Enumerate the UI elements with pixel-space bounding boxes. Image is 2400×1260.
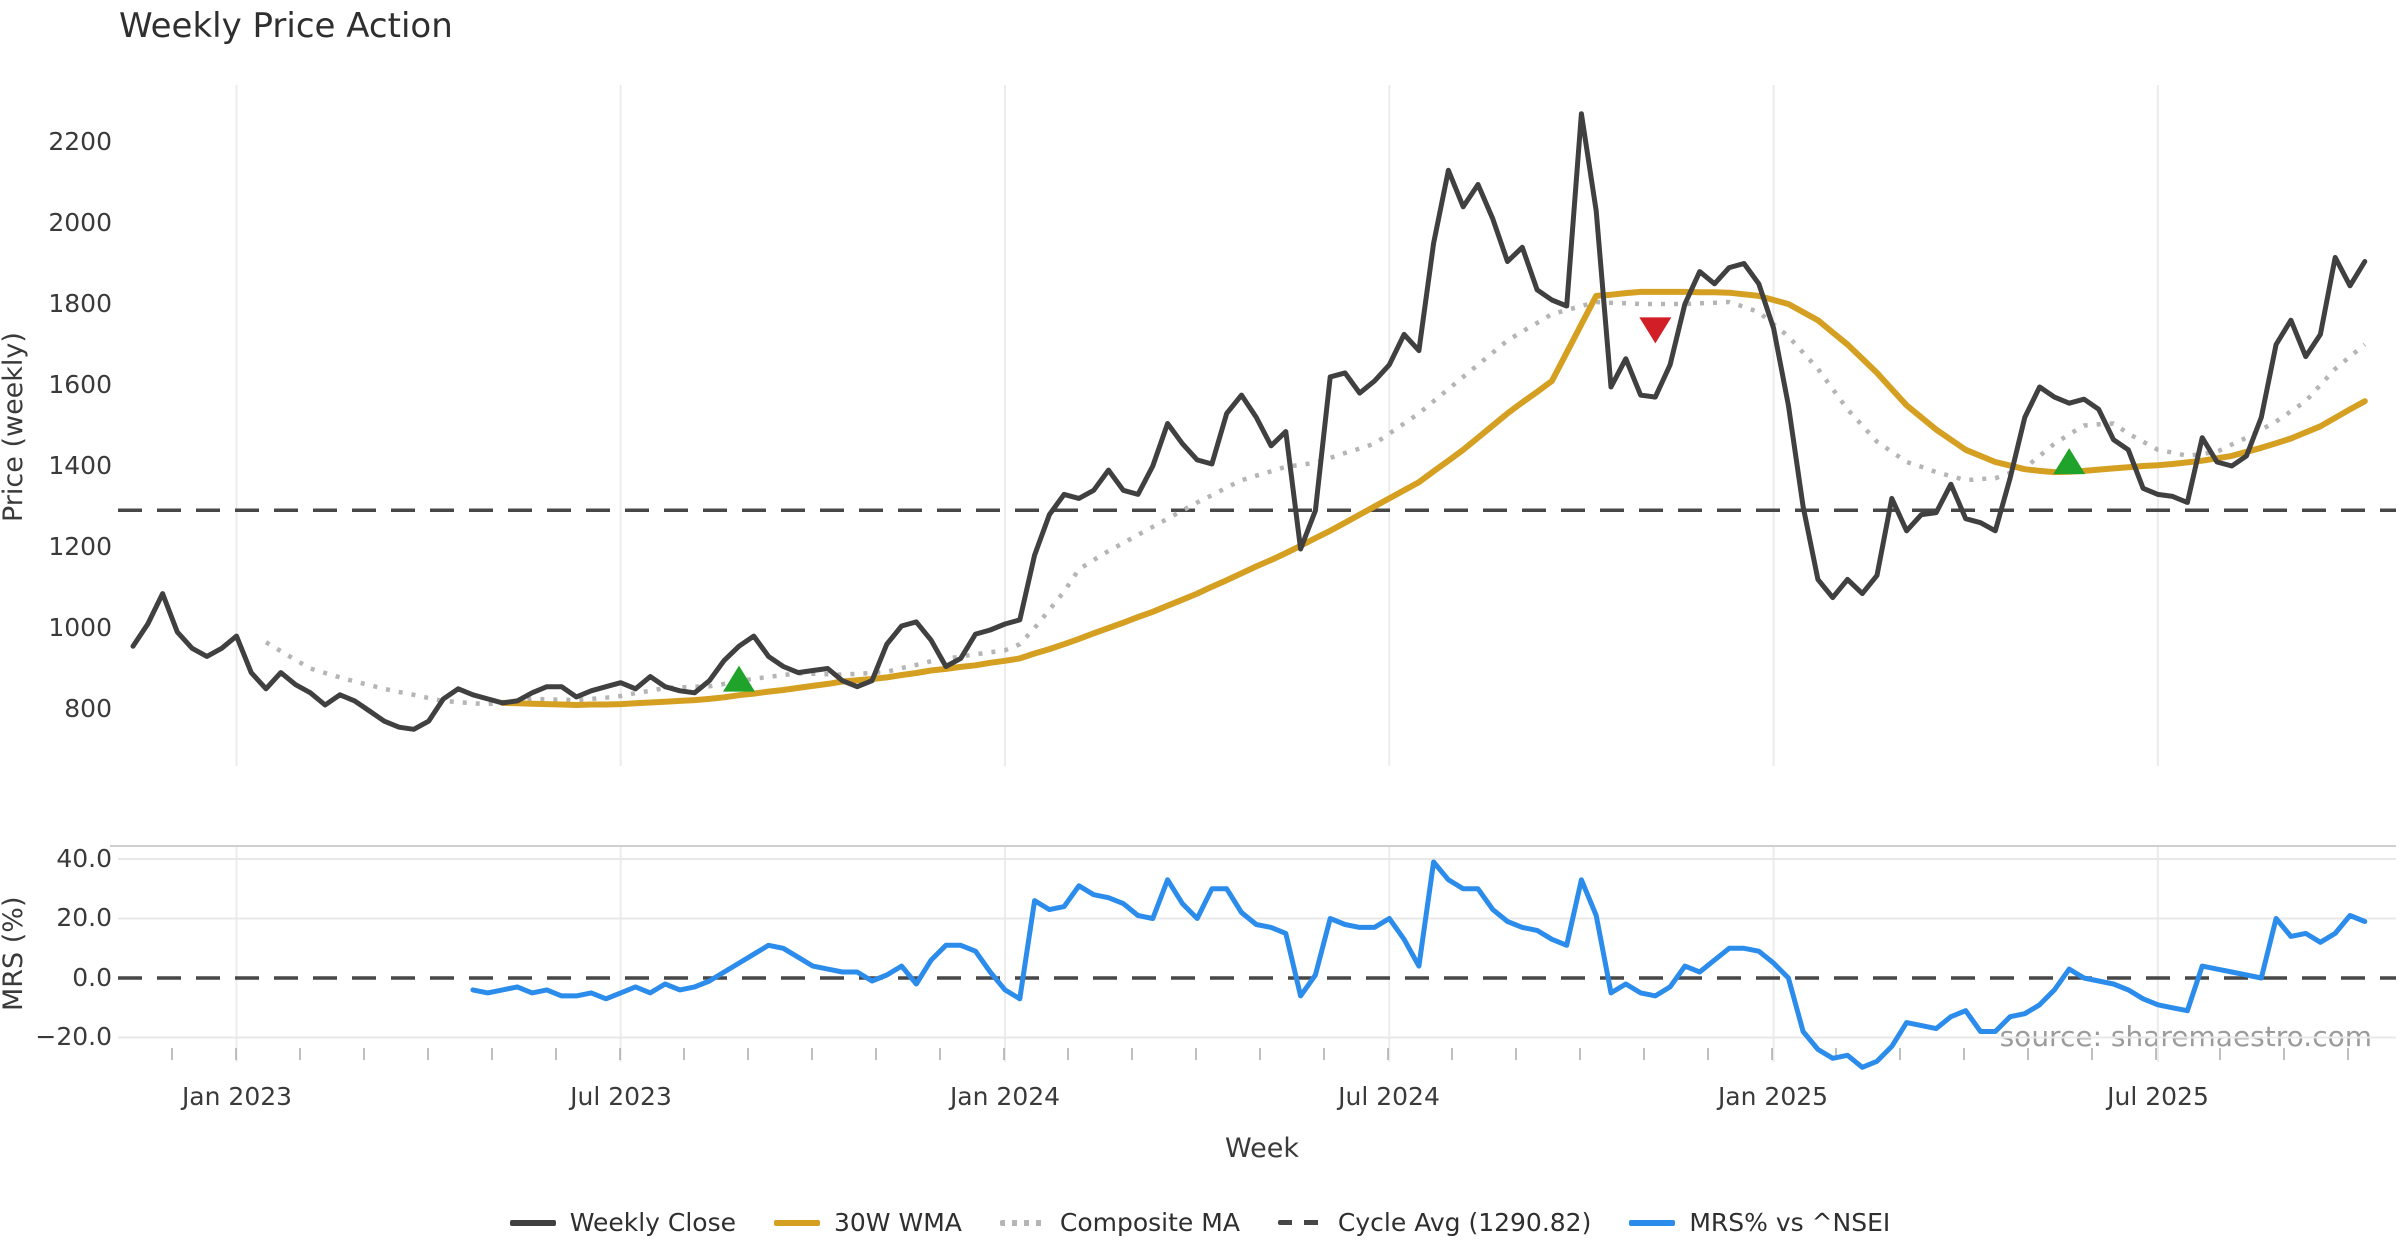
mrs-line-swatch: [1629, 1219, 1676, 1226]
legend-label: Weekly Close: [569, 1208, 736, 1237]
wma-line-swatch: [774, 1219, 820, 1226]
x-tick-jul-2025: Jul 2025: [2107, 1082, 2209, 1111]
x-tick-jan-2023: Jan 2023: [181, 1082, 293, 1111]
x-tick-jan-2024: Jan 2024: [949, 1082, 1061, 1111]
y-tick-1400: 1400: [48, 451, 112, 480]
x-tick-jul-2024: Jul 2024: [1338, 1082, 1440, 1111]
x-tick-jul-2023: Jul 2023: [570, 1082, 672, 1111]
mrs-tick-neg20: −20.0: [35, 1022, 112, 1051]
legend-item-cycle-avg: Cycle Avg (1290.82): [1277, 1208, 1592, 1237]
x-axis-label: Week: [1225, 1133, 1299, 1164]
legend-label: Composite MA: [1059, 1208, 1240, 1237]
legend-label: MRS% vs ^NSEI: [1689, 1208, 1891, 1237]
legend-label: 30W WMA: [834, 1208, 962, 1237]
composite-ma-line-swatch: [999, 1219, 1046, 1226]
legend-item-weekly-close: Weekly Close: [509, 1208, 736, 1237]
y-tick-2000: 2000: [48, 208, 112, 237]
legend-item-30w-wma: 30W WMA: [774, 1208, 962, 1237]
legend-label: Cycle Avg (1290.82): [1337, 1208, 1592, 1237]
mrs-tick-20: 20.0: [56, 903, 112, 932]
y-tick-2200: 2200: [48, 127, 112, 156]
legend-item-composite-ma: Composite MA: [999, 1208, 1240, 1237]
mrs-tick-40: 40.0: [56, 844, 112, 873]
legend-item-mrs: MRS% vs ^NSEI: [1629, 1208, 1890, 1237]
y-tick-1000: 1000: [48, 613, 112, 642]
y-tick-1600: 1600: [48, 370, 112, 399]
cycle-avg-line-swatch: [1277, 1220, 1324, 1225]
y-tick-800: 800: [64, 694, 112, 723]
y-tick-1200: 1200: [48, 532, 112, 561]
page-title: Weekly Price Action: [119, 6, 453, 46]
weekly-close-line-swatch: [509, 1219, 556, 1226]
legend: Weekly Close 30W WMA Composite MA Cycle …: [0, 1208, 2400, 1237]
x-tick-jan-2025: Jan 2025: [1717, 1082, 1829, 1111]
mrs-tick-0: 0.0: [72, 963, 112, 992]
y-tick-1800: 1800: [48, 289, 112, 318]
